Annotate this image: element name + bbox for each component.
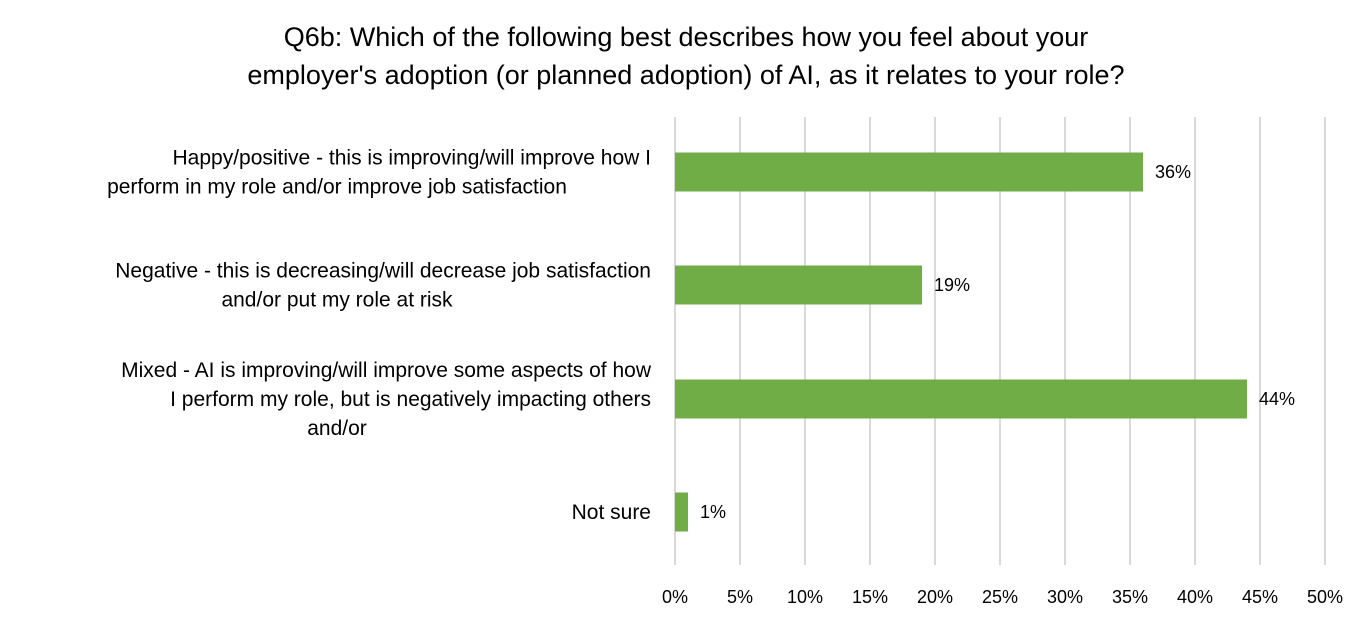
data-label: 19% (934, 275, 970, 295)
bar (675, 492, 688, 532)
category-label-line: Not sure (572, 501, 651, 524)
x-tick-label: 20% (917, 587, 953, 607)
x-tick-label: 15% (852, 587, 888, 607)
data-label: 1% (700, 502, 726, 522)
category-label-line: Negative - this is decreasing/will decre… (115, 260, 651, 283)
gridlines (674, 117, 1326, 565)
category-label-line: I perform my role, but is negatively imp… (170, 388, 651, 411)
category-label: Negative - this is decreasing/will decre… (115, 260, 651, 312)
category-labels: Happy/positive - this is improving/will … (107, 147, 652, 525)
category-label-line: and/or (307, 417, 367, 440)
x-tick-label: 25% (982, 587, 1018, 607)
x-tick-label: 30% (1047, 587, 1083, 607)
x-tick-label: 0% (662, 587, 688, 607)
bar (675, 152, 1143, 192)
chart-title-line-2: employer's adoption (or planned adoption… (247, 60, 1124, 90)
x-tick-label: 35% (1112, 587, 1148, 607)
data-label: 44% (1259, 389, 1295, 409)
category-label-line: Mixed - AI is improving/will improve som… (121, 359, 652, 382)
x-axis-tick-labels: 0% 5% 10% 15% 20% 25% 30% 35% 40% 45% 50% (662, 587, 1343, 607)
category-label-line: Happy/positive - this is improving/will … (173, 147, 652, 170)
bars (675, 152, 1247, 532)
x-tick-label: 10% (787, 587, 823, 607)
x-tick-label: 50% (1307, 587, 1343, 607)
bar (675, 379, 1247, 419)
category-label-line: perform in my role and/or improve job sa… (107, 176, 567, 199)
category-label: Happy/positive - this is improving/will … (107, 147, 651, 199)
chart-title-line-1: Q6b: Which of the following best describ… (284, 22, 1088, 52)
x-tick-label: 45% (1242, 587, 1278, 607)
x-tick-label: 5% (727, 587, 753, 607)
category-label: Mixed - AI is improving/will improve som… (121, 359, 652, 440)
data-label: 36% (1155, 162, 1191, 182)
x-tick-label: 40% (1177, 587, 1213, 607)
data-labels: 36% 19% 44% 1% (700, 162, 1295, 522)
chart-title: Q6b: Which of the following best describ… (247, 22, 1124, 90)
bar (675, 265, 922, 305)
category-label: Not sure (572, 501, 651, 524)
category-label-line: and/or put my role at risk (221, 289, 453, 312)
